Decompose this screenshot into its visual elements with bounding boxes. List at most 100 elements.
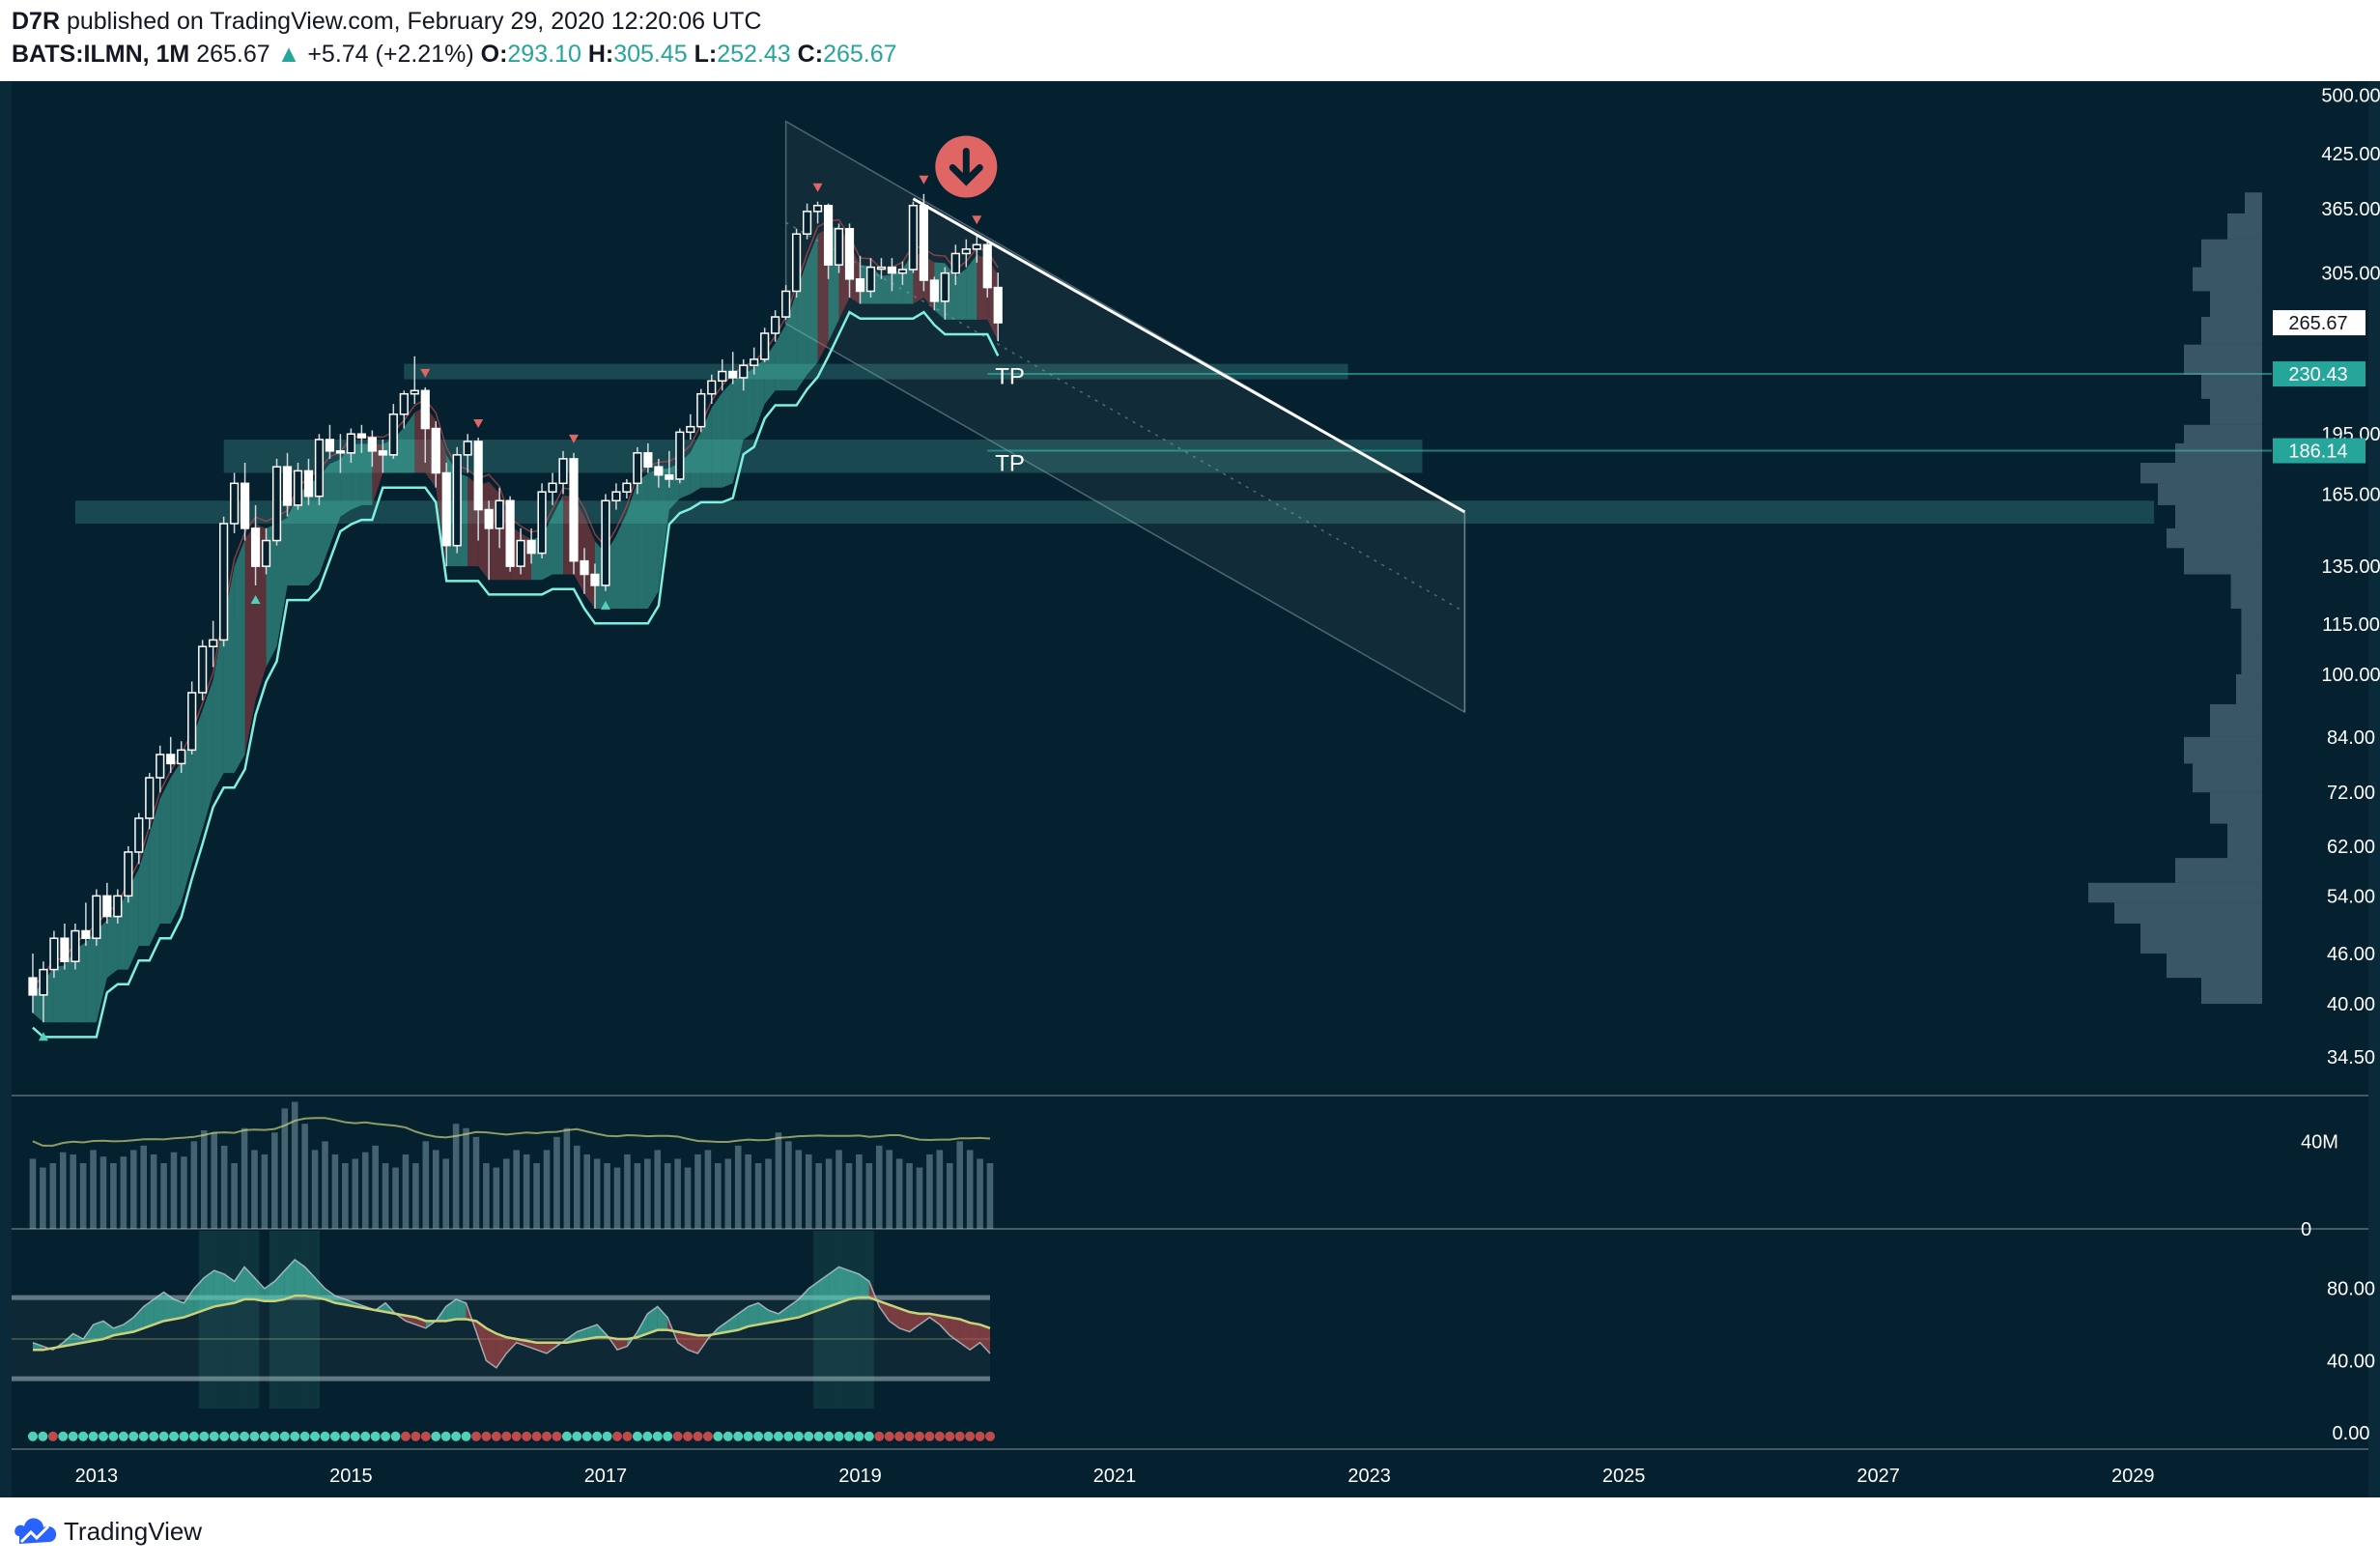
sell-signal-marker xyxy=(812,183,823,192)
candle-body xyxy=(505,499,515,567)
oscillator-fill xyxy=(929,1313,940,1325)
oscillator-state-dot xyxy=(813,1431,824,1441)
volume-bar xyxy=(865,1163,873,1229)
oscillator-fill xyxy=(778,1306,789,1322)
current-price-badge xyxy=(2273,310,2366,336)
volume-profile-bar xyxy=(2227,823,2262,859)
overbought-highlight xyxy=(239,1231,249,1409)
chart-svg[interactable]: TP TP 500.00 425.00 365.00 305.00 265.67 230.4… xyxy=(0,81,2380,1497)
chart-area[interactable]: TP TP 500.00 425.00 365.00 305.00 265.67 230.4… xyxy=(0,81,2380,1497)
volume-bar xyxy=(604,1163,610,1229)
candle-body xyxy=(601,499,610,586)
volume-bar xyxy=(795,1150,803,1229)
oscillator-state-dot xyxy=(290,1431,300,1441)
candle-body xyxy=(919,204,928,281)
resistance-trendline xyxy=(912,197,1466,514)
price-tick-label: 84.00 xyxy=(2327,727,2375,749)
candle-body xyxy=(209,639,218,647)
volume-bar xyxy=(170,1152,178,1229)
volume-bar xyxy=(895,1158,903,1229)
volume-profile-bar xyxy=(2114,902,2262,924)
oscillator-state-dot xyxy=(249,1431,260,1441)
candle-body xyxy=(972,243,981,250)
time-tick-label: 2019 xyxy=(838,1466,882,1487)
volume-profile-bar xyxy=(2210,291,2262,318)
oscillator-fill xyxy=(788,1298,799,1320)
volume-profile-bar xyxy=(2230,574,2262,610)
oscillator-state-dot xyxy=(27,1431,38,1441)
oscillator-state-dot xyxy=(411,1431,421,1441)
cloud-segment xyxy=(711,392,722,488)
volume-bar xyxy=(704,1150,712,1229)
overbought-highlight xyxy=(299,1231,310,1409)
oscillator-fill xyxy=(808,1281,819,1314)
oscillator-state-dot xyxy=(954,1431,965,1441)
oscillator-fill xyxy=(445,1298,457,1322)
oscillator-state-dot xyxy=(561,1431,572,1441)
volume-bar xyxy=(432,1150,439,1229)
oscillator-state-dot xyxy=(834,1431,844,1441)
oscillator-state-dot xyxy=(864,1431,874,1441)
volume-bar xyxy=(271,1132,278,1229)
oscillator-state-dot xyxy=(118,1431,128,1441)
volume-bar xyxy=(29,1158,37,1229)
published-text: published on TradingView.com, February 2… xyxy=(66,8,762,35)
oscillator-state-dot xyxy=(693,1431,703,1441)
brand-name[interactable]: TradingView xyxy=(64,1517,203,1546)
cloud-segment xyxy=(149,798,160,947)
volume-profile-bar xyxy=(2140,923,2262,954)
oscillator-state-dot xyxy=(381,1431,391,1441)
cloud-segment xyxy=(106,911,118,979)
oscillator-state-dot xyxy=(219,1431,230,1441)
oscillator-state-dot xyxy=(310,1431,321,1441)
oscillator-fill xyxy=(475,1321,487,1361)
cloud-segment xyxy=(722,381,733,488)
level-price-badge xyxy=(2273,438,2366,464)
volume-bar xyxy=(331,1154,339,1229)
oscillator-fill xyxy=(949,1317,960,1343)
oscillator-state-dot xyxy=(602,1431,612,1441)
oscillator-state-dot xyxy=(420,1431,431,1441)
oscillator-fill xyxy=(456,1298,467,1320)
volume-bar xyxy=(815,1163,822,1229)
oscillator-state-dot xyxy=(440,1431,451,1441)
oscillator-state-dot xyxy=(78,1431,89,1441)
oscillator-fill xyxy=(174,1298,184,1320)
volume-bar xyxy=(754,1163,762,1229)
cloud-segment xyxy=(658,468,669,591)
sell-signal-marker xyxy=(420,368,431,378)
oscillator-state-dot xyxy=(38,1431,48,1441)
price-badge-label: 230.43 xyxy=(2288,364,2347,385)
oscillator-state-dot xyxy=(169,1431,180,1441)
oscillator-state-dot xyxy=(158,1431,169,1441)
cloud-segment xyxy=(170,761,182,924)
oscillator-fill xyxy=(274,1270,285,1301)
volume-bar xyxy=(563,1127,571,1229)
publisher-name[interactable]: D7R xyxy=(12,8,61,35)
volume-bar xyxy=(553,1136,560,1229)
sell-signal-marker xyxy=(569,434,579,443)
oscillator-fill xyxy=(224,1273,235,1305)
volume-bar xyxy=(745,1154,751,1229)
symbol-label[interactable]: BATS:ILMN, 1M xyxy=(12,41,190,68)
candle-body xyxy=(855,278,865,293)
candle-body xyxy=(314,439,325,498)
volume-bar xyxy=(493,1167,500,1229)
volume-bar xyxy=(70,1154,76,1229)
oscillator-fill xyxy=(970,1323,980,1351)
cloud-segment xyxy=(775,324,786,391)
tradingview-logo-icon[interactable] xyxy=(14,1515,60,1548)
oscillator-state-dot xyxy=(390,1431,401,1441)
oscillator-fill xyxy=(647,1306,658,1334)
cloud-segment xyxy=(690,431,701,495)
time-tick-label: 2021 xyxy=(1093,1466,1137,1487)
candle-body xyxy=(590,573,600,586)
oscillator-fill xyxy=(264,1281,275,1301)
candle-body xyxy=(484,508,494,529)
oscillator-fill xyxy=(102,1321,114,1339)
volume-bar xyxy=(523,1154,530,1229)
oscillator-state-dot xyxy=(188,1431,199,1441)
volume-bar xyxy=(422,1141,430,1229)
overbought-highlight xyxy=(309,1231,321,1409)
candle-body xyxy=(940,271,949,302)
